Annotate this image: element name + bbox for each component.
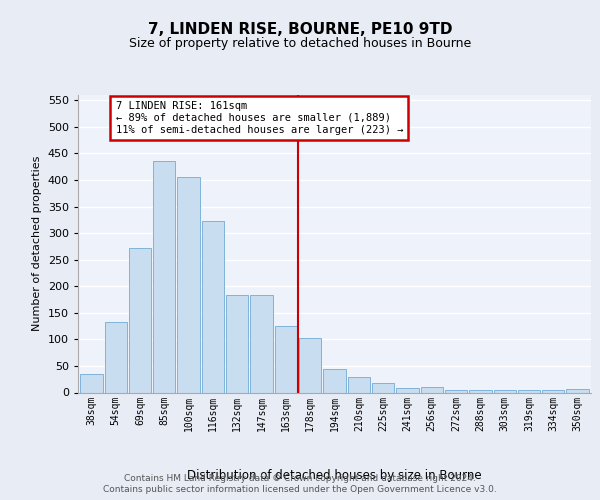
Bar [178,178,200,392]
Bar [129,248,151,392]
Bar [566,389,589,392]
Bar [421,387,443,392]
Bar [396,388,419,392]
Y-axis label: Number of detached properties: Number of detached properties [32,156,42,332]
Bar [518,390,540,392]
Bar [469,390,491,392]
X-axis label: Distribution of detached houses by size in Bourne: Distribution of detached houses by size … [187,470,482,482]
Text: Size of property relative to detached houses in Bourne: Size of property relative to detached ho… [129,36,471,50]
Bar [494,390,516,392]
Bar [80,374,103,392]
Bar [347,377,370,392]
Bar [226,294,248,392]
Bar [299,338,322,392]
Text: Contains public sector information licensed under the Open Government Licence v3: Contains public sector information licen… [103,485,497,494]
Bar [323,368,346,392]
Bar [372,383,394,392]
Bar [104,322,127,392]
Bar [153,162,175,392]
Text: Contains HM Land Registry data © Crown copyright and database right 2024.: Contains HM Land Registry data © Crown c… [124,474,476,483]
Text: 7, LINDEN RISE, BOURNE, PE10 9TD: 7, LINDEN RISE, BOURNE, PE10 9TD [148,22,452,36]
Bar [445,390,467,392]
Bar [202,222,224,392]
Text: 7 LINDEN RISE: 161sqm
← 89% of detached houses are smaller (1,889)
11% of semi-d: 7 LINDEN RISE: 161sqm ← 89% of detached … [116,102,403,134]
Bar [275,326,297,392]
Bar [542,390,565,392]
Bar [250,294,273,392]
